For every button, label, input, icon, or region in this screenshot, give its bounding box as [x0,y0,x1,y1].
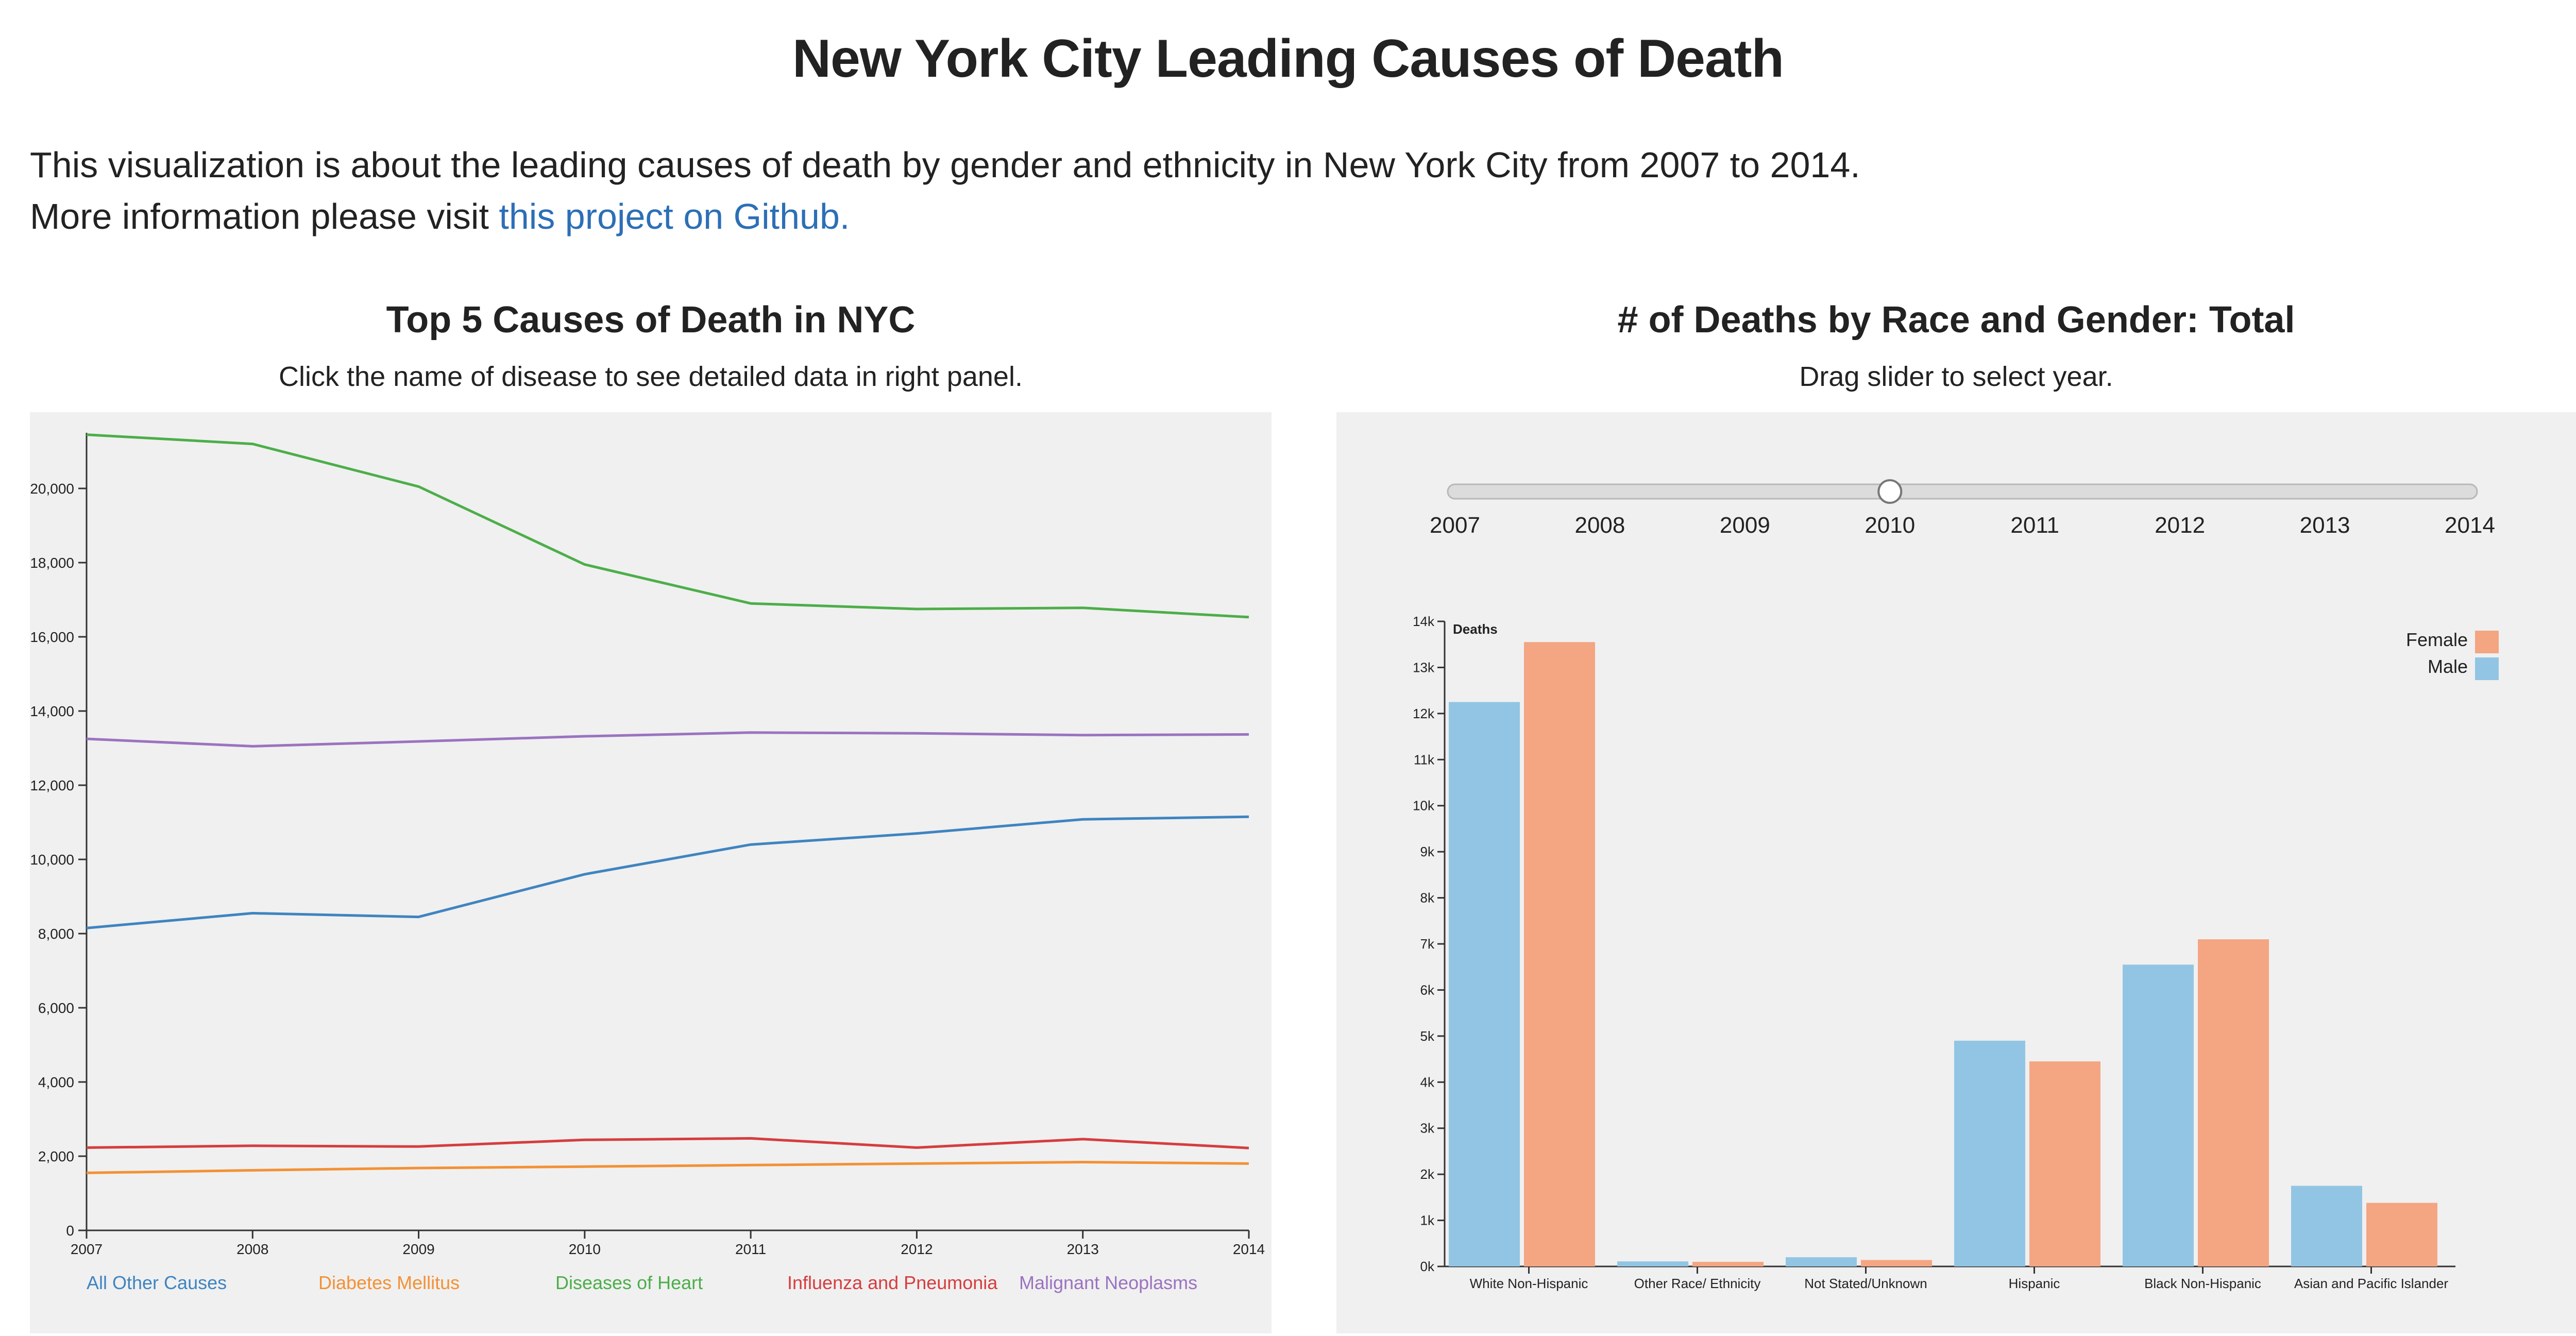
legend-swatch [2475,657,2499,680]
x-tick-label: 2014 [1233,1241,1265,1257]
right-panel-title: # of Deaths by Race and Gender: Total [1617,299,2295,341]
y-tick-label: 8k [1420,890,1435,906]
legend-item[interactable]: Diabetes Mellitus [318,1272,460,1293]
intro-line-2: More information please visit this proje… [30,191,1860,242]
x-tick-label: Other Race/ Ethnicity [1634,1276,1761,1291]
bar-male[interactable] [1449,702,1520,1267]
y-tick-label: 12,000 [30,777,74,793]
series-line[interactable] [86,815,1249,929]
y-tick-label: 10k [1413,798,1435,814]
x-tick-label: Asian and Pacific Islander [2294,1276,2449,1291]
legend-item[interactable]: Influenza and Pneumonia [787,1272,998,1293]
series-line[interactable] [86,1137,1249,1149]
left-panel-title: Top 5 Causes of Death in NYC [386,299,916,341]
series-line[interactable] [86,1161,1249,1174]
x-tick-label: 2010 [569,1241,601,1257]
y-tick-label: 2k [1420,1166,1435,1182]
slider-year-label[interactable]: 2009 [1720,513,1770,538]
legend-label: Female [2406,629,2468,650]
bar-female[interactable] [2029,1061,2100,1266]
left-panel-subtitle: Click the name of disease to see detaile… [279,361,1023,392]
github-link[interactable]: this project on Github. [499,196,850,236]
line-chart: 0 2,000 4,000 6,000 8,000 10,000 12,000 14,000 1… [30,433,1265,1293]
legend-swatch [2475,631,2499,653]
slider-track[interactable] [1447,483,2478,500]
x-tick-label: Black Non-Hispanic [2144,1276,2261,1291]
y-tick-label: 20,000 [30,481,74,497]
intro-line-1: This visualization is about the leading … [30,145,1860,185]
y-tick-label: 7k [1420,936,1435,952]
bar-male[interactable] [2123,965,2194,1266]
series-line[interactable] [86,433,1249,619]
intro-text: This visualization is about the leading … [30,139,1860,242]
slider-handle[interactable] [1877,479,1903,504]
slider-year-label[interactable]: 2012 [2155,513,2205,538]
legend-item[interactable]: All Other Causes [87,1272,227,1293]
legend-item[interactable]: Diseases of Heart [555,1272,703,1293]
y-tick-label: 8,000 [38,926,74,942]
y-tick-label: 16,000 [30,629,74,645]
x-tick-label: White Non-Hispanic [1470,1276,1588,1291]
y-tick-label: 11k [1414,752,1435,767]
legend-label: Male [2428,656,2468,677]
x-tick-label: 2011 [735,1241,766,1257]
y-tick-label: 12k [1413,706,1435,721]
x-tick-label: 2008 [236,1241,268,1257]
bar-male[interactable] [1617,1261,1688,1266]
y-tick-label: 10,000 [30,852,74,868]
bar-female[interactable] [1861,1260,1932,1266]
y-tick-label: 5k [1420,1028,1435,1044]
y-tick-label: 0 [66,1223,74,1239]
slider-year-label[interactable]: 2008 [1574,513,1625,538]
bar-female[interactable] [1524,642,1595,1266]
bar-female[interactable] [1692,1262,1764,1266]
y-tick-label: 1k [1420,1213,1435,1228]
slider-year-label[interactable]: 2010 [1865,513,1915,538]
slider-year-label[interactable]: 2014 [2445,513,2495,538]
bar-chart-panel: 2007 2008 2009 2010 2011 2012 2013 2014 0k 1k 2k 3k… [1336,412,2576,1333]
y-tick-label: 18,000 [30,555,74,571]
x-tick-label: Hispanic [2009,1276,2060,1291]
y-tick-label: 3k [1420,1121,1435,1136]
slider-year-label[interactable]: 2013 [2300,513,2350,538]
y-tick-label: 4,000 [38,1074,74,1090]
x-tick-label: 2009 [402,1241,434,1257]
y-tick-label: 13k [1413,659,1435,675]
bar-male[interactable] [1786,1257,1857,1266]
bar-chart: 2007 2008 2009 2010 2011 2012 2013 2014 0k 1k 2k 3k… [1413,479,2499,1291]
y-tick-label: 6k [1420,982,1435,997]
y-axis-label: Deaths [1453,621,1498,637]
x-tick-label: 2007 [71,1241,103,1257]
series-line[interactable] [86,731,1249,748]
bar-female[interactable] [2366,1203,2437,1266]
y-tick-label: 4k [1420,1074,1435,1090]
x-tick-label: Not Stated/Unknown [1804,1276,1927,1291]
slider-year-label[interactable]: 2007 [1430,513,1480,538]
bar-male[interactable] [2291,1186,2362,1267]
line-chart-panel: 0 2,000 4,000 6,000 8,000 10,000 12,000 14,000 1… [30,412,1272,1333]
x-tick-label: 2012 [901,1241,933,1257]
page-title: New York City Leading Causes of Death [792,29,1784,89]
bar-male[interactable] [1954,1040,2025,1266]
y-tick-label: 14,000 [30,703,74,719]
slider-year-label[interactable]: 2011 [2010,513,2059,538]
right-panel-subtitle: Drag slider to select year. [1799,361,2113,392]
y-tick-label: 14k [1413,614,1435,629]
legend-item[interactable]: Malignant Neoplasms [1019,1272,1197,1293]
intro-line-2-prefix: More information please visit [30,196,499,236]
bar-female[interactable] [2198,939,2269,1266]
y-tick-label: 2,000 [38,1148,74,1164]
x-tick-label: 2013 [1067,1241,1099,1257]
y-tick-label: 6,000 [38,1000,74,1016]
y-tick-label: 9k [1420,844,1435,859]
y-tick-label: 0k [1420,1259,1435,1274]
